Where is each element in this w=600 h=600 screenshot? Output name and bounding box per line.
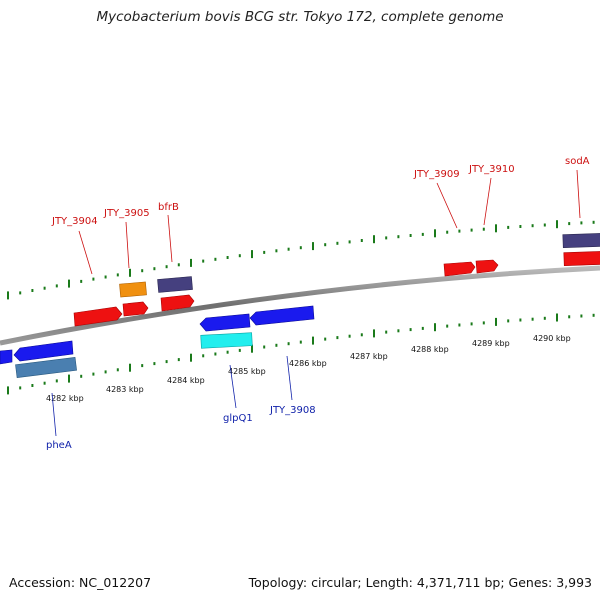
map-title: Mycobacterium bovis BCG str. Tokyo 172, … bbox=[96, 9, 504, 25]
genome-summary-text: Topology: circular; Length: 4,371,711 bp… bbox=[248, 575, 592, 590]
gene-phea-arrow[interactable] bbox=[13, 340, 74, 362]
tick-row-top bbox=[7, 220, 595, 300]
forward-strand bbox=[73, 232, 600, 327]
reverse-strand bbox=[0, 305, 315, 378]
tick-labels: 4282 kbp 4283 kbp 4284 kbp 4285 kbp 4286… bbox=[46, 334, 571, 403]
gene-bfrb-box[interactable] bbox=[157, 276, 193, 293]
accession-text: Accession: NC_012207 bbox=[9, 575, 152, 590]
gene-soda-arrow[interactable] bbox=[563, 250, 600, 267]
gene-jty3905-arrow[interactable] bbox=[122, 301, 149, 317]
genome-backbone bbox=[0, 265, 600, 346]
tick-row-bottom bbox=[7, 313, 595, 395]
tick-label-4287: 4287 kbp bbox=[350, 352, 388, 361]
gene-bfrb-arrow[interactable] bbox=[160, 294, 195, 312]
tick-label-4282: 4282 kbp bbox=[46, 394, 84, 403]
tick-label-4284: 4284 kbp bbox=[167, 376, 205, 385]
tick-label-4290: 4290 kbp bbox=[533, 334, 571, 343]
gene-phea-box[interactable] bbox=[15, 357, 77, 378]
tick-label-4289: 4289 kbp bbox=[472, 339, 510, 348]
gene-left-edge-arrow[interactable] bbox=[0, 349, 13, 365]
gene-jty3908-arrow[interactable] bbox=[249, 305, 315, 326]
gene-soda-box[interactable] bbox=[562, 232, 600, 249]
gene-labels: JTY_3904 JTY_3905 bfrB JTY_3909 JTY_3910… bbox=[46, 156, 590, 451]
gene-jty3910-arrow[interactable] bbox=[475, 259, 499, 274]
gene-label-jty3910: JTY_3910 bbox=[468, 164, 515, 175]
gene-glpq1-box[interactable] bbox=[200, 332, 253, 349]
gene-jty3905-box[interactable] bbox=[119, 281, 147, 298]
gene-label-soda: sodA bbox=[565, 156, 590, 167]
gene-jty3904-arrow[interactable] bbox=[73, 306, 123, 327]
gene-label-bfrb: bfrB bbox=[158, 202, 179, 213]
tick-label-4283: 4283 kbp bbox=[106, 385, 144, 394]
leader-lines bbox=[51, 169, 581, 437]
gene-label-jty3905: JTY_3905 bbox=[103, 208, 150, 219]
gene-label-jty3909: JTY_3909 bbox=[413, 169, 460, 180]
gene-label-jty3908: JTY_3908 bbox=[269, 405, 316, 416]
gene-label-jty3904: JTY_3904 bbox=[51, 216, 98, 227]
tick-label-4286: 4286 kbp bbox=[289, 359, 327, 368]
gene-glpq1-arrow[interactable] bbox=[199, 313, 251, 332]
gene-label-glpq1: glpQ1 bbox=[223, 413, 253, 424]
gene-jty3909-arrow[interactable] bbox=[443, 261, 476, 277]
tick-label-4285: 4285 kbp bbox=[228, 367, 266, 376]
tick-label-4288: 4288 kbp bbox=[411, 345, 449, 354]
gene-label-phea: pheA bbox=[46, 440, 72, 451]
